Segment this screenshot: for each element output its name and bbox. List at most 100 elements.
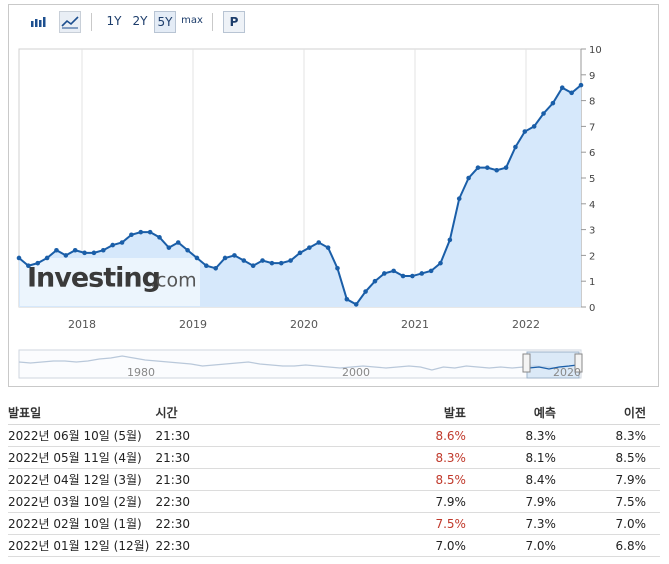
y-tick-label: 3 [589,226,595,237]
header-forecast[interactable]: 예측 [479,401,570,425]
data-point[interactable] [541,111,546,116]
data-point[interactable] [119,240,125,245]
data-point[interactable] [428,268,434,274]
data-point[interactable] [82,250,87,256]
data-point[interactable] [513,144,518,150]
data-point[interactable] [578,82,584,88]
data-point[interactable] [250,263,256,269]
data-point[interactable] [382,271,387,276]
y-tick-label: 10 [589,45,602,56]
data-point[interactable] [410,273,415,279]
row-forecast: 7.0% [479,534,570,557]
data-point[interactable] [232,253,237,258]
data-point[interactable] [44,255,50,261]
data-point[interactable] [353,302,359,307]
data-point[interactable] [147,229,153,235]
data-point[interactable] [550,100,556,106]
bar-chart-icon[interactable] [27,11,49,33]
data-point[interactable] [222,255,228,261]
header-actual[interactable]: 발표 [397,401,480,425]
data-point[interactable] [297,250,303,256]
data-point[interactable] [503,165,509,170]
data-point[interactable] [72,247,78,253]
data-point[interactable] [260,258,265,263]
data-point[interactable] [559,85,565,90]
data-point[interactable] [522,129,528,134]
data-point[interactable] [438,260,443,266]
navigator-left-handle[interactable] [522,353,531,373]
header-previous[interactable]: 이전 [569,401,660,425]
data-point[interactable] [307,245,312,250]
range-1y-button[interactable]: 1Y [106,14,122,28]
navigator[interactable]: 1980 2000 2020 [9,346,658,386]
data-point[interactable] [194,255,200,261]
watermark-background [20,257,200,306]
y-tick-label: 9 [589,71,595,82]
row-date: 2022년 01월 12일 (12월) [8,534,156,557]
row-time: 21:30 [155,468,398,491]
data-point[interactable] [16,255,22,261]
chart-toolbar: 1Y 2Y 5Y max P [9,5,658,39]
data-point[interactable] [213,266,218,271]
data-point[interactable] [316,240,322,245]
data-point[interactable] [185,247,190,253]
data-point[interactable] [63,253,69,258]
data-point[interactable] [101,247,106,253]
data-point[interactable] [475,165,481,170]
line-chart-icon[interactable] [59,11,81,33]
data-point[interactable] [325,245,331,250]
data-point[interactable] [91,250,97,256]
data-point[interactable] [466,175,471,181]
row-time: 21:30 [155,446,398,469]
data-point[interactable] [54,247,59,253]
data-point[interactable] [456,196,462,201]
data-point[interactable] [166,245,172,250]
row-time: 22:30 [155,534,398,557]
y-tick-label: 2 [589,251,595,262]
data-point[interactable] [204,263,209,269]
data-point[interactable] [138,229,144,235]
print-button[interactable]: P [223,11,245,33]
table-row: 2022년 06월 10일 (5월) 21:30 8.6% 8.3% 8.3% [8,424,660,447]
row-actual: 8.6% [397,424,480,447]
row-previous: 7.5% [569,490,660,513]
data-point[interactable] [372,278,378,284]
data-point[interactable] [129,232,134,238]
row-previous: 8.5% [569,446,660,469]
range-2y-button[interactable]: 2Y [132,14,148,28]
range-max-button[interactable]: max [181,15,203,26]
header-date[interactable]: 발표일 [8,401,156,425]
data-point[interactable] [531,124,537,129]
data-point[interactable] [447,237,453,243]
data-point[interactable] [35,260,41,266]
data-point[interactable] [110,242,115,248]
table-row: 2022년 02월 10일 (1월) 22:30 7.5% 7.3% 7.0% [8,512,660,535]
data-point[interactable] [569,90,574,96]
navigator-line [18,355,582,371]
x-tick-label: 2019 [179,318,207,331]
data-point[interactable] [26,263,31,269]
data-point[interactable] [391,268,396,274]
x-tick-label: 2020 [290,318,318,331]
data-point[interactable] [278,260,284,266]
data-point[interactable] [335,266,340,271]
data-point[interactable] [485,165,490,170]
data-point[interactable] [269,260,275,266]
range-5y-button[interactable]: 5Y [154,11,176,33]
data-point[interactable] [175,240,181,245]
header-time[interactable]: 시간 [155,401,398,425]
x-tick-label: 2018 [68,318,96,331]
data-point[interactable] [400,273,406,279]
data-point[interactable] [419,271,425,276]
y-tick-label: 8 [589,97,595,108]
navigator-selection[interactable] [526,351,580,379]
data-point[interactable] [288,258,293,263]
history-table: 발표일 시간 발표 예측 이전 2022년 06월 10일 (5월) 21:30 8… [8,401,660,557]
data-point[interactable] [494,167,500,173]
row-previous: 7.0% [569,512,660,535]
data-point[interactable] [363,289,368,294]
data-point[interactable] [157,235,162,240]
data-point[interactable] [344,296,350,302]
data-point[interactable] [241,258,247,263]
navigator-right-handle[interactable] [574,353,583,373]
